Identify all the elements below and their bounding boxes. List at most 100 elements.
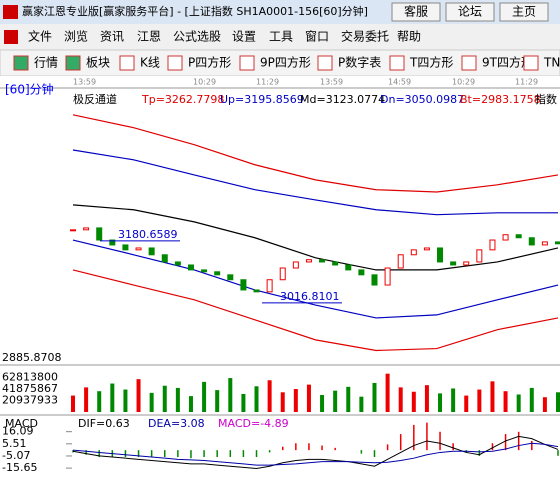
tool-item[interactable]: 板块: [86, 56, 110, 70]
candle: [201, 269, 208, 273]
tool-icon: [13, 55, 29, 71]
time-label: 11:29: [515, 78, 538, 87]
volume-bar: [215, 390, 220, 412]
menu-item[interactable]: 文件: [28, 29, 52, 44]
channel-line: [72, 149, 558, 216]
volume-bar: [398, 387, 403, 412]
time-label: 11:29: [256, 78, 279, 87]
tool-item[interactable]: TN: [543, 56, 560, 70]
candle: [515, 234, 522, 239]
volume-bar: [556, 392, 560, 412]
candle: [122, 244, 129, 251]
menu-item[interactable]: 帮助: [397, 30, 421, 44]
tool-item[interactable]: K线: [140, 56, 160, 70]
macd-label: MACD=-4.89: [218, 417, 289, 430]
channel-line: [72, 239, 559, 319]
candle: [214, 271, 221, 276]
volume-bar: [333, 390, 338, 412]
candle: [489, 239, 496, 251]
title-button[interactable]: [445, 2, 495, 22]
menu-item[interactable]: 资讯: [100, 30, 124, 44]
time-label: 14:59: [388, 78, 411, 87]
volume-bar: [228, 378, 233, 412]
macd-line: [72, 442, 559, 466]
candle: [148, 247, 155, 256]
tool-item[interactable]: 9T四方形: [482, 55, 533, 70]
volume-bar: [529, 387, 534, 412]
bt: Bt=2983.1758: [460, 93, 541, 106]
candle: [266, 279, 273, 293]
channel-line: [72, 204, 559, 271]
candle: [187, 264, 194, 271]
menu-item[interactable]: 交易委托: [341, 29, 389, 44]
macd-tick: -5.07: [2, 449, 30, 462]
volume-bar: [477, 389, 482, 412]
tool-icon: [167, 55, 183, 71]
candle: [83, 227, 90, 231]
macd-tick: 16.09: [2, 425, 34, 438]
candle: [541, 241, 548, 246]
candle: [463, 261, 470, 266]
time-row: [0, 76, 560, 88]
tool-item[interactable]: 行情: [34, 56, 58, 70]
tool-icon: [523, 55, 539, 71]
window-title: 赢家江恩专业版[赢家服务平台] - [上证指数 SH1A0001-156[60]…: [22, 4, 368, 18]
up: Up=3195.8569: [220, 93, 304, 106]
volume-bar: [267, 380, 272, 412]
volume-bar: [424, 385, 429, 412]
candle: [96, 227, 103, 241]
dea-label: DEA=3.08: [148, 417, 205, 430]
candle: [502, 234, 509, 241]
volume-bar: [241, 393, 246, 412]
tool-icon: [65, 55, 81, 71]
tool-icon: [389, 55, 405, 71]
tool-item[interactable]: T四方形: [409, 55, 453, 70]
volume-bar: [346, 386, 351, 412]
macd-name: MACD: [5, 417, 38, 430]
volume-bar: [110, 383, 115, 412]
title-button[interactable]: [499, 2, 549, 22]
menu-item[interactable]: 浏览: [64, 29, 88, 44]
candle: [227, 274, 234, 281]
title-button-label[interactable]: 论坛: [458, 5, 482, 19]
volume-bar: [97, 391, 102, 412]
annotation-label: 3180.6589: [118, 228, 178, 241]
candle: [305, 259, 312, 263]
macd-line: [72, 435, 559, 470]
candle: [358, 269, 365, 276]
tool-item[interactable]: P数字表: [338, 55, 381, 70]
candle: [384, 267, 391, 286]
menu-item[interactable]: 江恩: [137, 30, 161, 44]
menu-bar: [0, 24, 560, 50]
volume-bar: [149, 392, 154, 412]
tool-item[interactable]: P四方形: [188, 55, 231, 70]
tool-item[interactable]: 9P四方形: [260, 55, 311, 70]
menu-item[interactable]: 窗口: [305, 30, 329, 44]
menu-item[interactable]: 设置: [232, 30, 256, 44]
volume-bar: [385, 373, 390, 412]
menu-item[interactable]: 公式选股: [173, 30, 221, 44]
menu-icon: [4, 30, 18, 44]
volume-bar: [542, 397, 547, 412]
candle: [410, 249, 417, 256]
macd-tick: 5.51: [2, 437, 27, 450]
candle: [450, 261, 457, 266]
volume-bar: [451, 388, 456, 412]
volume-bar: [123, 389, 128, 412]
volume-bar: [372, 382, 377, 412]
candle: [109, 239, 116, 246]
title-button[interactable]: [391, 2, 441, 22]
candle: [240, 279, 247, 291]
volume-bar: [175, 387, 180, 412]
volume-bar: [293, 389, 298, 412]
volume-bar: [464, 395, 469, 412]
title-button-label[interactable]: 主页: [512, 5, 536, 19]
tool-icon: [119, 55, 135, 71]
volume-bar: [280, 392, 285, 412]
menu-item[interactable]: 工具: [269, 30, 293, 44]
dn: Dn=3050.0987: [380, 93, 464, 106]
period: [60]分钟: [5, 82, 54, 97]
title-button-label[interactable]: 客服: [404, 4, 428, 19]
candle: [279, 267, 286, 281]
